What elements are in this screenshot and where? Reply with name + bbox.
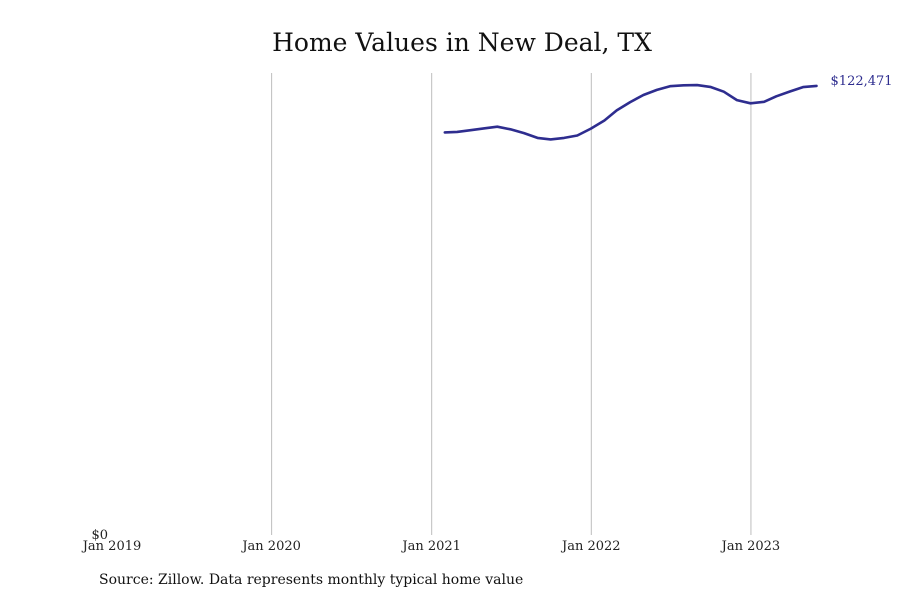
series-lines [443, 83, 818, 141]
x-tick-label: Jan 2019 [81, 539, 142, 554]
series-end-label: $122,471 [831, 74, 893, 89]
x-tick-label: Jan 2022 [560, 539, 621, 554]
chart-title: Home Values in New Deal, TX [272, 28, 652, 57]
x-tick-label: Jan 2023 [720, 539, 781, 554]
gridlines [271, 73, 752, 535]
x-tick-label: Jan 2021 [400, 539, 461, 554]
y-axis-tick-labels: $0 [91, 528, 108, 543]
x-tick-label: Jan 2020 [240, 539, 301, 554]
x-axis-tick-labels: Jan 2019 Jan 2020 Jan 2021 Jan 2022 Jan 2023 [81, 539, 780, 554]
series-line [443, 83, 818, 141]
source-note: Source: Zillow. Data represents monthly … [99, 572, 524, 588]
y-tick-label: $0 [91, 528, 108, 543]
series-end-labels: $122,471 [831, 74, 893, 89]
